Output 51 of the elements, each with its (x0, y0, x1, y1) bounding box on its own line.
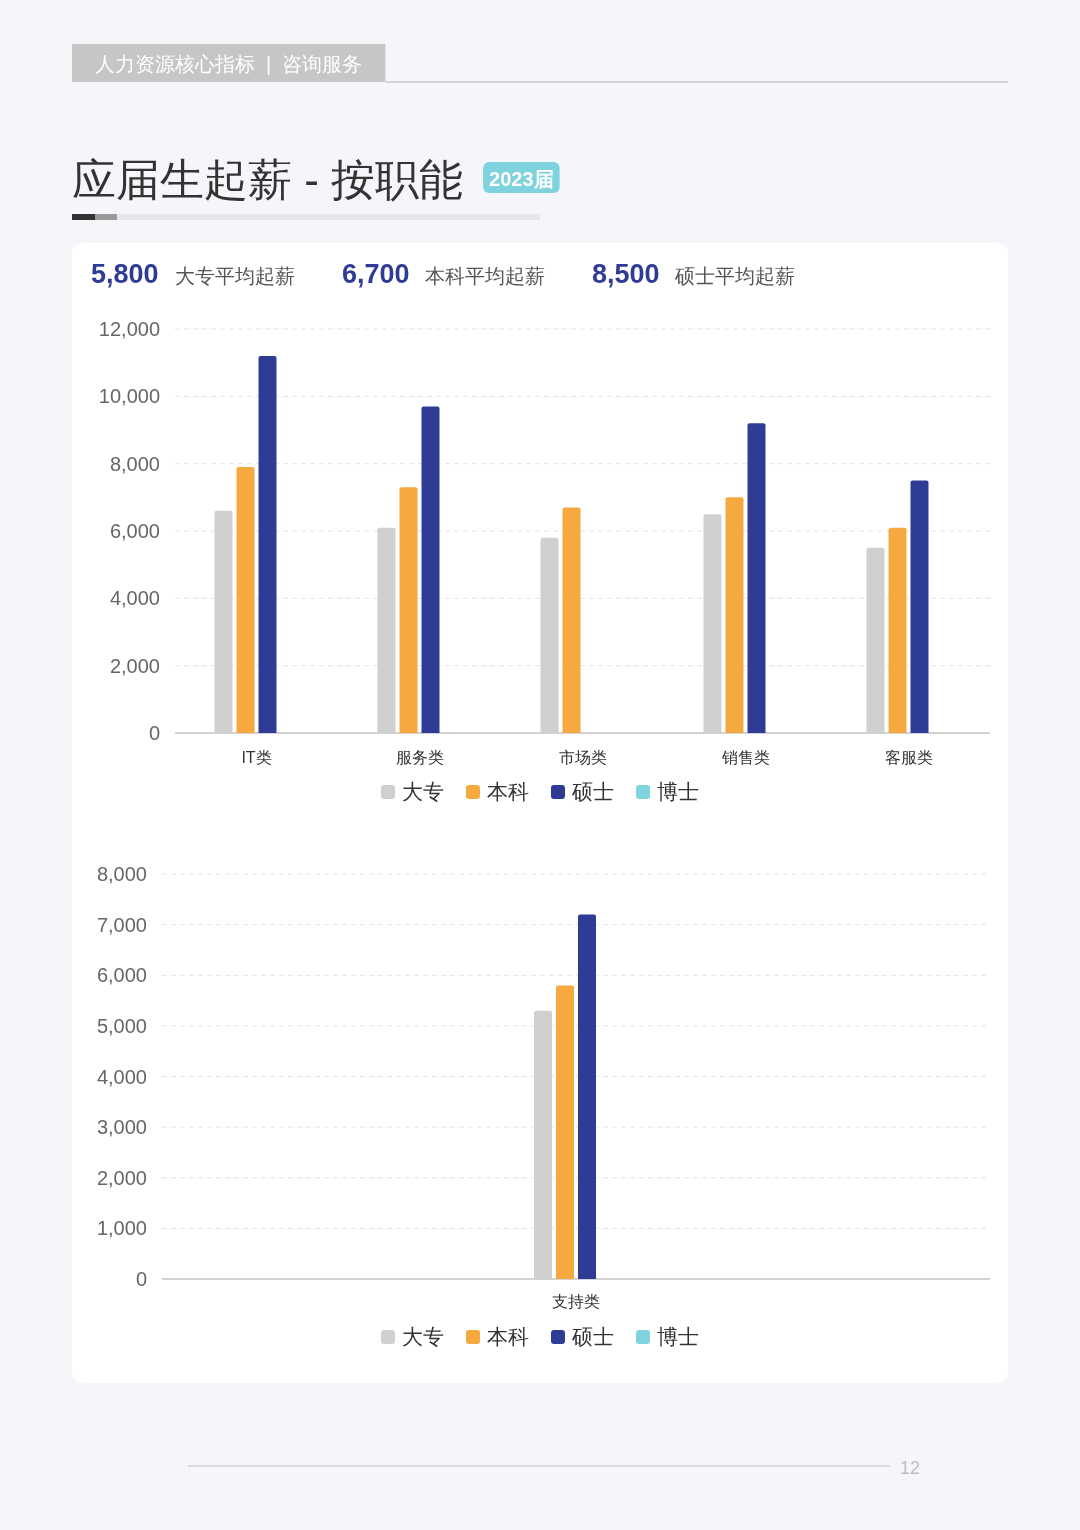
x-tick-label: 市场类 (558, 749, 607, 766)
bar (399, 487, 418, 733)
y-tick-label: 2,000 (109, 654, 160, 677)
bar (556, 985, 574, 1279)
text: 大专平均起薪 (175, 265, 295, 287)
y-tick-label: 0 (148, 722, 160, 744)
y-tick-label: 6,000 (109, 520, 160, 542)
text: 本科平均起薪 (425, 265, 545, 287)
text: 人力资源核心指标 | 咨询服务 (95, 53, 363, 75)
legend-label: 硕士 (571, 780, 614, 803)
legend-label: 大专 (402, 1325, 444, 1348)
y-tick-label: 4,000 (109, 587, 160, 610)
text: 5,800 (91, 259, 159, 289)
legend-label: 大专 (402, 780, 444, 803)
bar (888, 527, 907, 733)
text: 2023届 (489, 168, 554, 190)
bar (747, 423, 766, 733)
text: 8,500 (592, 259, 660, 289)
text: 应届生起薪 - 按职能 (72, 155, 464, 204)
y-tick-label: 5,000 (96, 1014, 147, 1037)
y-tick-label: 10,000 (98, 385, 160, 408)
y-tick-label: 8,000 (96, 863, 147, 885)
bar (258, 355, 277, 733)
legend-label: 博士 (657, 1325, 699, 1348)
y-tick-label: 7,000 (96, 913, 147, 936)
x-tick-label: IT类 (241, 749, 272, 766)
y-tick-label: 0 (135, 1268, 147, 1290)
text: 硕士平均起薪 (674, 265, 795, 287)
bar (578, 914, 596, 1279)
x-tick-label: 支持类 (552, 1293, 600, 1310)
y-tick-label: 2,000 (96, 1166, 147, 1189)
y-tick-label: 4,000 (96, 1065, 147, 1088)
legend-label: 硕士 (571, 1325, 614, 1348)
x-tick-label: 服务类 (395, 749, 444, 766)
legend-label: 博士 (657, 780, 699, 803)
x-tick-label: 客服类 (884, 749, 933, 766)
bar (236, 467, 255, 733)
y-tick-label: 8,000 (109, 452, 160, 475)
y-tick-label: 1,000 (96, 1217, 147, 1240)
bar (725, 497, 744, 733)
bar (562, 507, 581, 733)
text: 12 (900, 1458, 921, 1478)
x-tick-label: 销售类 (720, 749, 770, 766)
y-tick-label: 12,000 (98, 318, 160, 340)
text: 6,700 (342, 259, 410, 289)
y-tick-label: 6,000 (96, 964, 147, 987)
bar (910, 480, 929, 733)
bar (421, 406, 440, 733)
y-tick-label: 3,000 (96, 1116, 147, 1139)
legend-label: 本科 (487, 1325, 529, 1348)
legend-label: 本科 (487, 780, 529, 803)
